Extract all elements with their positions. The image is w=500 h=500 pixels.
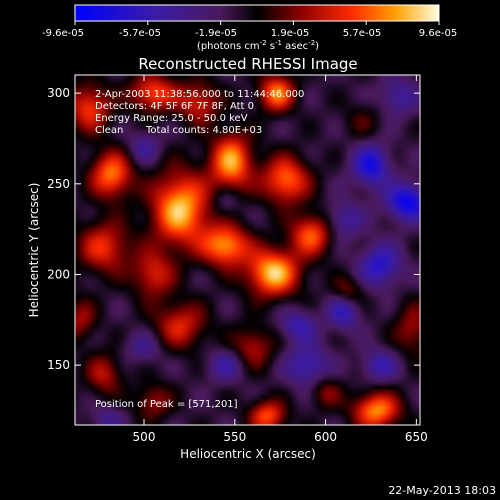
colorbar-tick-label: 9.6e-05 [419, 28, 457, 39]
colorbar-tick-label: 1.9e-05 [271, 28, 309, 39]
plot-frame [74, 74, 421, 426]
x-tick-label: 650 [405, 430, 428, 444]
total-counts-annotation: Total counts: 4.80E+03 [145, 125, 262, 136]
x-tick-label: 550 [223, 430, 246, 444]
peak-annotation: Position of Peak = [571,201] [95, 399, 238, 410]
x-tick-label: 600 [314, 430, 337, 444]
footer-date: 22-May-2013 18:03 [388, 484, 496, 497]
colorbar-ticks [74, 21, 440, 25]
clean-annotation: Clean [95, 125, 123, 136]
detectors-annotation: Detectors: 4F 5F 6F 7F 8F, Att 0 [95, 101, 254, 112]
colorbar: -9.6e-05 -5.7e-05 -1.9e-05 1.9e-05 5.7e-… [42, 4, 457, 52]
colorbar-tick-label: -1.9e-05 [195, 28, 237, 39]
time-range-annotation: 2-Apr-2003 11:38:56.000 to 11:44:46.000 [95, 89, 304, 100]
y-axis-label: Heliocentric Y (arcsec) [27, 183, 41, 318]
x-tick-label: 500 [133, 430, 156, 444]
colorbar-tick-label: -5.7e-05 [119, 28, 161, 39]
y-tick-label: 200 [47, 267, 70, 281]
chart-title: Reconstructed RHESSI Image [138, 55, 357, 73]
axis-ticks [75, 75, 420, 425]
colorbar-gradient [74, 4, 440, 22]
heatmap-raster [75, 75, 420, 425]
x-axis-label: Heliocentric X (arcsec) [180, 447, 316, 461]
colorbar-tick-label: -9.6e-05 [42, 28, 84, 39]
y-tick-label: 250 [47, 177, 70, 191]
energy-annotation: Energy Range: 25.0 - 50.0 keV [95, 113, 248, 124]
colorbar-tick-label: 5.7e-05 [343, 28, 381, 39]
y-tick-label: 300 [47, 86, 70, 100]
heatmap-image [75, 75, 420, 425]
y-tick-label: 150 [47, 358, 70, 372]
colorbar-unit: (photons cm-2 s-1 asec-2) [197, 39, 319, 52]
